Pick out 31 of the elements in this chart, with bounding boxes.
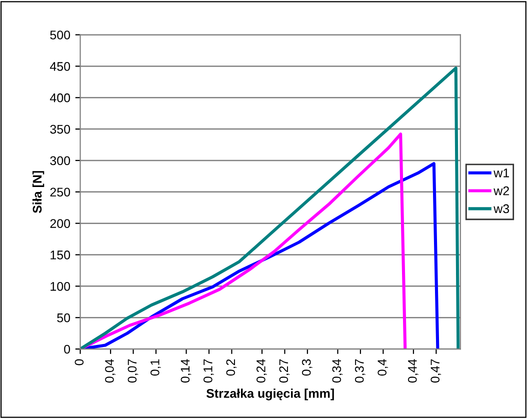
y-tick-label: 150 bbox=[50, 250, 70, 260]
x-tick-label: 0 bbox=[74, 359, 84, 366]
x-tick-label: 0,2 bbox=[226, 359, 237, 376]
legend-label: w2 bbox=[494, 186, 509, 196]
y-tick-label: 100 bbox=[50, 282, 70, 291]
x-tick-label: 0,4 bbox=[378, 359, 388, 376]
x-axis-title: Strzałka ugięcia [mm] bbox=[206, 388, 334, 400]
y-tick-label: 300 bbox=[50, 156, 70, 166]
y-tick-label: 250 bbox=[50, 188, 70, 197]
x-tick-label: 0,24 bbox=[256, 359, 267, 383]
x-tick-label: 0,04 bbox=[105, 359, 116, 383]
y-tick-label: 400 bbox=[50, 93, 70, 102]
y-tick-label: 0 bbox=[64, 344, 70, 354]
legend-label: w3 bbox=[494, 204, 510, 214]
x-tick-label: 0,14 bbox=[180, 359, 192, 383]
y-tick-label: 200 bbox=[50, 219, 70, 228]
y-tick-label: 50 bbox=[57, 313, 70, 322]
y-tick-label: 500 bbox=[50, 30, 70, 40]
x-tick-label: 0,07 bbox=[128, 359, 138, 383]
x-tick-label: 0,1 bbox=[150, 359, 161, 376]
y-axis-title: Siła [N] bbox=[32, 171, 44, 214]
legend-label: w1 bbox=[494, 168, 509, 178]
x-tick-label: 0,17 bbox=[204, 359, 214, 383]
y-tick-label: 350 bbox=[50, 124, 70, 134]
x-tick-label: 0,27 bbox=[279, 359, 290, 383]
x-tick-label: 0,44 bbox=[408, 359, 418, 383]
y-tick-label: 450 bbox=[50, 62, 70, 71]
x-tick-label: 0,47 bbox=[430, 359, 442, 383]
x-tick-label: 0,37 bbox=[354, 359, 366, 383]
x-tick-label: 0,34 bbox=[332, 359, 343, 383]
x-tick-label: 0,3 bbox=[302, 359, 312, 376]
